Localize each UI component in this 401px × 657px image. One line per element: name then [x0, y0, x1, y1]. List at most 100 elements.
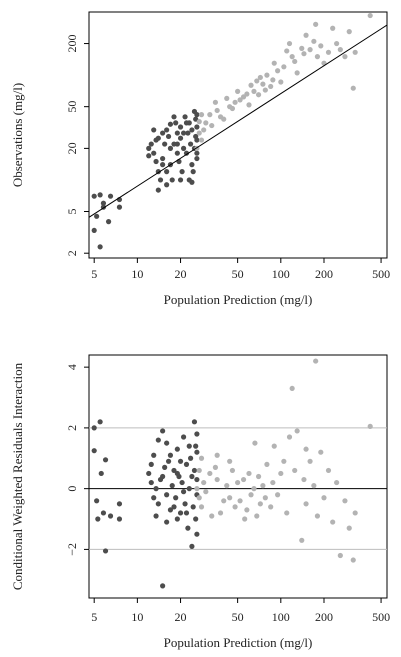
chart1-series0-point-27 — [171, 467, 177, 474]
chart0-series0-point-44 — [188, 141, 194, 147]
chart0-series1-point-41 — [299, 45, 305, 51]
chart0-series0-point-64 — [167, 121, 174, 127]
chart1-series1-point-1 — [196, 467, 202, 474]
chart0-series1-point-45 — [311, 38, 317, 44]
chart1-series0-point-21 — [162, 464, 168, 470]
chart1-y-axis-title: Conditional Weighted Residuals Interacti… — [10, 362, 25, 590]
chart0-series1-point-4 — [198, 112, 205, 118]
chart0-series1-point-7 — [207, 112, 213, 118]
chart1-series1-point-39 — [292, 467, 298, 474]
chart0-series0-point-47 — [190, 169, 196, 175]
chart0-series0-point-54 — [194, 137, 200, 143]
chart0-series0-point-8 — [107, 193, 114, 199]
chart1-series1-point-41 — [299, 537, 305, 543]
chart0-x-tick-label-0: 5 — [91, 267, 97, 281]
chart0-series1-point-39 — [292, 58, 298, 65]
chart1-series0-point-26 — [169, 483, 175, 489]
chart1-series0-point-12 — [146, 470, 152, 477]
chart0-series0-point-39 — [182, 114, 188, 120]
chart1-series1-point-62 — [252, 440, 258, 446]
chart1-series1-point-51 — [330, 519, 336, 525]
chart1-series1-point-4 — [198, 504, 205, 510]
chart0-series0-point-25 — [164, 127, 170, 133]
chart0-series1-point-33 — [275, 68, 281, 74]
chart0-series1-point-55 — [346, 29, 352, 35]
chart0-series1-point-56 — [350, 85, 356, 91]
chart1-series0-point-47 — [194, 476, 200, 483]
chart1-y-tick-label-1: 0 — [65, 486, 79, 492]
chart1-series0-point-45 — [193, 443, 199, 449]
chart1-series1-point-42 — [301, 476, 307, 483]
chart0-series0-point-38 — [180, 145, 187, 151]
chart1-series1-point-38 — [289, 385, 295, 392]
chart1-series1-point-0 — [194, 486, 200, 492]
chart1-series1-point-45 — [311, 483, 317, 489]
chart1-series1-point-48 — [318, 449, 324, 455]
chart0-series1-point-46 — [313, 21, 319, 27]
chart0-series1-point-52 — [334, 40, 340, 47]
chart1-series0-point-61 — [174, 470, 180, 477]
chart1-series0-point-55 — [183, 510, 190, 516]
chart1-series0-point-41 — [189, 473, 195, 480]
chart0-series0-point-24 — [164, 169, 170, 175]
chart1-series1-point-54 — [342, 498, 348, 504]
chart0-series0-point-52 — [194, 155, 200, 162]
chart1-series0-point-33 — [179, 479, 185, 486]
chart1-series0-point-42 — [190, 504, 196, 510]
chart0-series0-point-66 — [146, 153, 152, 159]
chart1-series0-point-57 — [148, 461, 154, 467]
chart1-series1-point-18 — [237, 498, 243, 504]
chart1-y-tick-label-3: 4 — [65, 364, 79, 370]
chart0-series0-point-26 — [165, 133, 172, 140]
chart0-series1-point-18 — [237, 97, 243, 103]
chart0-series1-point-12 — [221, 116, 227, 122]
chart1-series1-point-25 — [255, 473, 262, 480]
chart0-series1-point-25 — [255, 92, 262, 98]
chart0-series0-point-21 — [160, 155, 166, 162]
chart0-series0-point-17 — [155, 187, 161, 193]
chart0-series1-point-9 — [212, 99, 219, 105]
chart1-series0-point-15 — [151, 495, 157, 501]
chart0-series0-point-20 — [160, 130, 166, 136]
chart0-series1-point-3 — [198, 137, 205, 143]
chart0-series0-point-12 — [148, 141, 154, 147]
chart0-series0-point-58 — [177, 177, 184, 183]
chart1-series0-point-19 — [160, 583, 166, 589]
chart0-series0-point-4 — [97, 192, 103, 198]
chart0-x-tick-label-6: 500 — [372, 267, 390, 281]
chart0-series1-point-48 — [318, 43, 324, 49]
chart1-series1-point-27 — [260, 483, 266, 489]
chart1-series1-point-20 — [244, 507, 250, 513]
chart0-series1-point-15 — [229, 105, 236, 112]
chart1-series0-point-11 — [116, 501, 123, 507]
chart1-series0-point-25 — [167, 507, 174, 513]
chart1-series0-point-7 — [102, 457, 109, 463]
chart1-series0-point-34 — [180, 434, 187, 440]
chart0-series0-point-57 — [171, 114, 177, 120]
chart1-series1-point-11 — [217, 510, 224, 516]
chart1-series1-point-29 — [264, 461, 270, 467]
chart1-x-tick-label-3: 50 — [232, 610, 244, 624]
chart0-reference-line — [88, 24, 388, 218]
chart1-series1-point-52 — [334, 479, 340, 486]
chart1-series1-point-3 — [198, 455, 205, 461]
chart1-series0-point-13 — [148, 479, 154, 486]
chart1-series1-point-49 — [321, 495, 327, 501]
chart1-series0-point-60 — [180, 489, 187, 495]
chart0-series1-point-26 — [257, 74, 263, 81]
chart0-series1-point-1 — [196, 130, 202, 136]
chart0-series1-point-10 — [214, 107, 220, 114]
chart0-series0-point-10 — [116, 204, 123, 210]
chart1-series0-point-14 — [151, 452, 157, 458]
chart1-series1-point-22 — [248, 492, 254, 498]
chart0-series1-point-58 — [367, 12, 373, 19]
chart0-series1-point-2 — [196, 119, 202, 125]
chart0-series1-point-43 — [303, 32, 309, 38]
chart1-series0-point-32 — [177, 510, 184, 516]
chart1-series1-point-16 — [232, 504, 238, 510]
chart0-series0-point-0 — [91, 227, 97, 234]
chart1-series1-point-14 — [227, 495, 233, 501]
chart0-series0-point-3 — [97, 244, 103, 250]
